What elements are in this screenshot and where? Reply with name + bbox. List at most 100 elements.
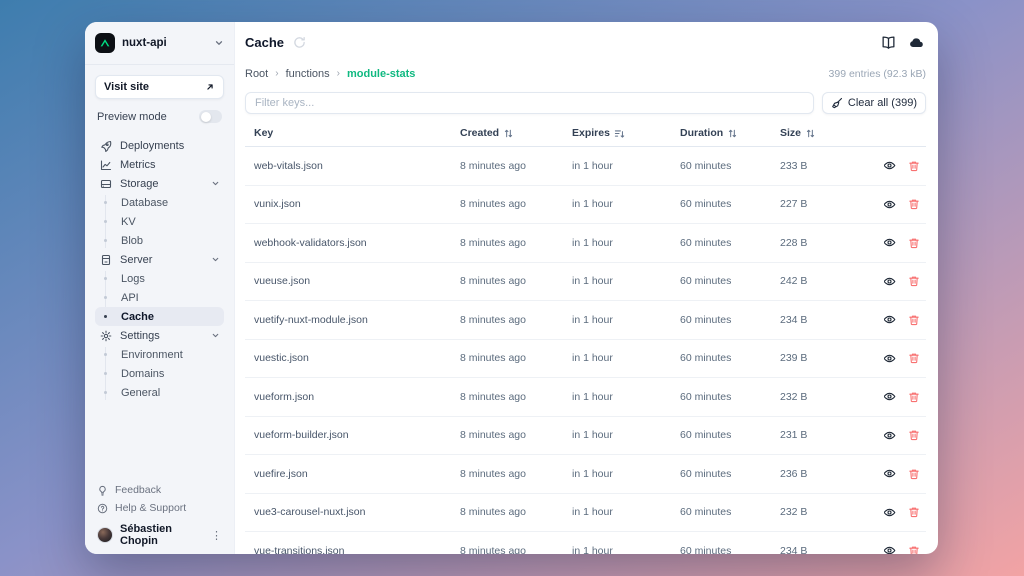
view-entry-button[interactable] — [884, 275, 896, 288]
view-entry-button[interactable] — [884, 198, 896, 211]
delete-entry-button[interactable] — [908, 352, 920, 364]
delete-entry-button[interactable] — [908, 237, 920, 249]
view-entry-button[interactable] — [884, 506, 896, 519]
external-link-icon — [205, 82, 215, 92]
chevron-down-icon — [211, 255, 220, 264]
filter-keys-input[interactable] — [245, 92, 814, 114]
delete-entry-button[interactable] — [908, 468, 920, 480]
sidebar-item-api[interactable]: API — [95, 288, 224, 307]
view-entry-button[interactable] — [884, 390, 896, 403]
cache-size: 233 B — [780, 159, 808, 172]
sidebar-item-deployments[interactable]: Deployments — [95, 136, 224, 155]
sidebar-item-domains[interactable]: Domains — [95, 364, 224, 383]
cloudflare-cloud-icon[interactable] — [909, 36, 925, 49]
project-selector[interactable]: nuxt-api — [95, 32, 224, 54]
cache-created: 8 minutes ago — [460, 159, 526, 172]
delete-entry-button[interactable] — [908, 160, 920, 172]
sidebar-item-kv[interactable]: KV — [95, 212, 224, 231]
preview-mode-row: Preview mode — [95, 110, 224, 123]
column-header-duration: Duration — [680, 127, 780, 139]
sort-updown-icon[interactable] — [727, 128, 738, 139]
help-support-button[interactable]: Help & Support — [95, 499, 224, 517]
breadcrumb-current: module-stats — [346, 67, 416, 80]
cache-size: 236 B — [780, 467, 808, 480]
page-header: Cache — [235, 31, 938, 53]
sidebar-footer: Feedback Help & Support Sébastien Chopin… — [95, 481, 224, 547]
sidebar-item-blob[interactable]: Blob — [95, 231, 224, 250]
cache-size: 242 B — [780, 275, 808, 288]
kebab-menu-icon[interactable]: ⋮ — [211, 529, 222, 542]
cache-key: webhook-validators.json — [254, 236, 367, 249]
breadcrumb-functions[interactable]: functions — [285, 67, 330, 80]
delete-entry-button[interactable] — [908, 429, 920, 441]
delete-entry-button[interactable] — [908, 545, 920, 554]
sidebar-subitem-label: Domains — [121, 367, 165, 380]
user-menu[interactable]: Sébastien Chopin ⋮ — [95, 523, 224, 547]
docs-book-icon[interactable] — [881, 35, 896, 50]
delete-entry-button[interactable] — [908, 275, 920, 287]
table-header: Key Created Expires Duration Size — [245, 120, 926, 147]
row-actions — [884, 544, 926, 554]
cache-duration: 60 minutes — [680, 467, 732, 480]
cache-created: 8 minutes ago — [460, 313, 526, 326]
sidebar-item-database[interactable]: Database — [95, 193, 224, 212]
bullet-icon — [103, 353, 107, 356]
view-entry-button[interactable] — [884, 236, 896, 249]
view-entry-button[interactable] — [884, 429, 896, 442]
sidebar-item-settings[interactable]: Settings — [95, 326, 224, 345]
column-header-key: Key — [254, 127, 274, 139]
feedback-label: Feedback — [115, 484, 162, 496]
visit-site-button[interactable]: Visit site — [95, 75, 224, 99]
delete-entry-button[interactable] — [908, 391, 920, 403]
cache-created: 8 minutes ago — [460, 506, 526, 519]
cache-expires: in 1 hour — [572, 506, 613, 519]
table-row: vue-transitions.json 8 minutes ago in 1 … — [245, 532, 926, 554]
view-entry-button[interactable] — [884, 313, 896, 326]
preview-mode-toggle[interactable] — [199, 110, 222, 123]
sidebar-item-metrics[interactable]: Metrics — [95, 155, 224, 174]
cache-expires: in 1 hour — [572, 352, 613, 365]
sort-bars-down-icon[interactable] — [614, 128, 625, 139]
cache-key: vuetify-nuxt-module.json — [254, 313, 368, 326]
preview-mode-label: Preview mode — [97, 110, 167, 123]
view-entry-button[interactable] — [884, 352, 896, 365]
main-panel: Cache Root › functions › module-stats 39… — [235, 22, 938, 554]
sidebar-item-label: Metrics — [120, 158, 156, 171]
filter-toolbar: Clear all (399) — [235, 92, 938, 114]
storage-icon — [99, 178, 112, 190]
sidebar-item-cache[interactable]: Cache — [95, 307, 224, 326]
sidebar-item-server[interactable]: Server — [95, 250, 224, 269]
sidebar-divider — [85, 64, 234, 65]
cache-key: vunix.json — [254, 198, 301, 211]
sidebar-item-environment[interactable]: Environment — [95, 345, 224, 364]
cache-duration: 60 minutes — [680, 198, 732, 211]
delete-entry-button[interactable] — [908, 506, 920, 518]
rocket-icon — [99, 140, 112, 152]
cache-expires: in 1 hour — [572, 198, 613, 211]
breadcrumb-root[interactable]: Root — [245, 67, 269, 80]
cache-duration: 60 minutes — [680, 159, 732, 172]
sidebar-item-general[interactable]: General — [95, 383, 224, 402]
sidebar-item-logs[interactable]: Logs — [95, 269, 224, 288]
feedback-button[interactable]: Feedback — [95, 481, 224, 499]
sort-updown-icon[interactable] — [805, 128, 816, 139]
bullet-icon — [103, 391, 107, 394]
delete-entry-button[interactable] — [908, 198, 920, 210]
row-actions — [884, 198, 926, 211]
sidebar-item-storage[interactable]: Storage — [95, 174, 224, 193]
cache-key: vuestic.json — [254, 352, 309, 365]
sort-updown-icon[interactable] — [503, 128, 514, 139]
view-entry-button[interactable] — [884, 467, 896, 480]
view-entry-button[interactable] — [884, 159, 896, 172]
refresh-icon[interactable] — [293, 36, 306, 49]
cache-expires: in 1 hour — [572, 467, 613, 480]
table-row: vueuse.json 8 minutes ago in 1 hour 60 m… — [245, 263, 926, 301]
clear-all-button[interactable]: Clear all (399) — [821, 92, 926, 114]
delete-entry-button[interactable] — [908, 314, 920, 326]
storage-children: Database KV Blob — [95, 193, 224, 250]
cache-duration: 60 minutes — [680, 544, 732, 554]
chevron-down-icon — [211, 331, 220, 340]
cache-expires: in 1 hour — [572, 544, 613, 554]
view-entry-button[interactable] — [884, 544, 896, 554]
cache-key: vueuse.json — [254, 275, 311, 288]
